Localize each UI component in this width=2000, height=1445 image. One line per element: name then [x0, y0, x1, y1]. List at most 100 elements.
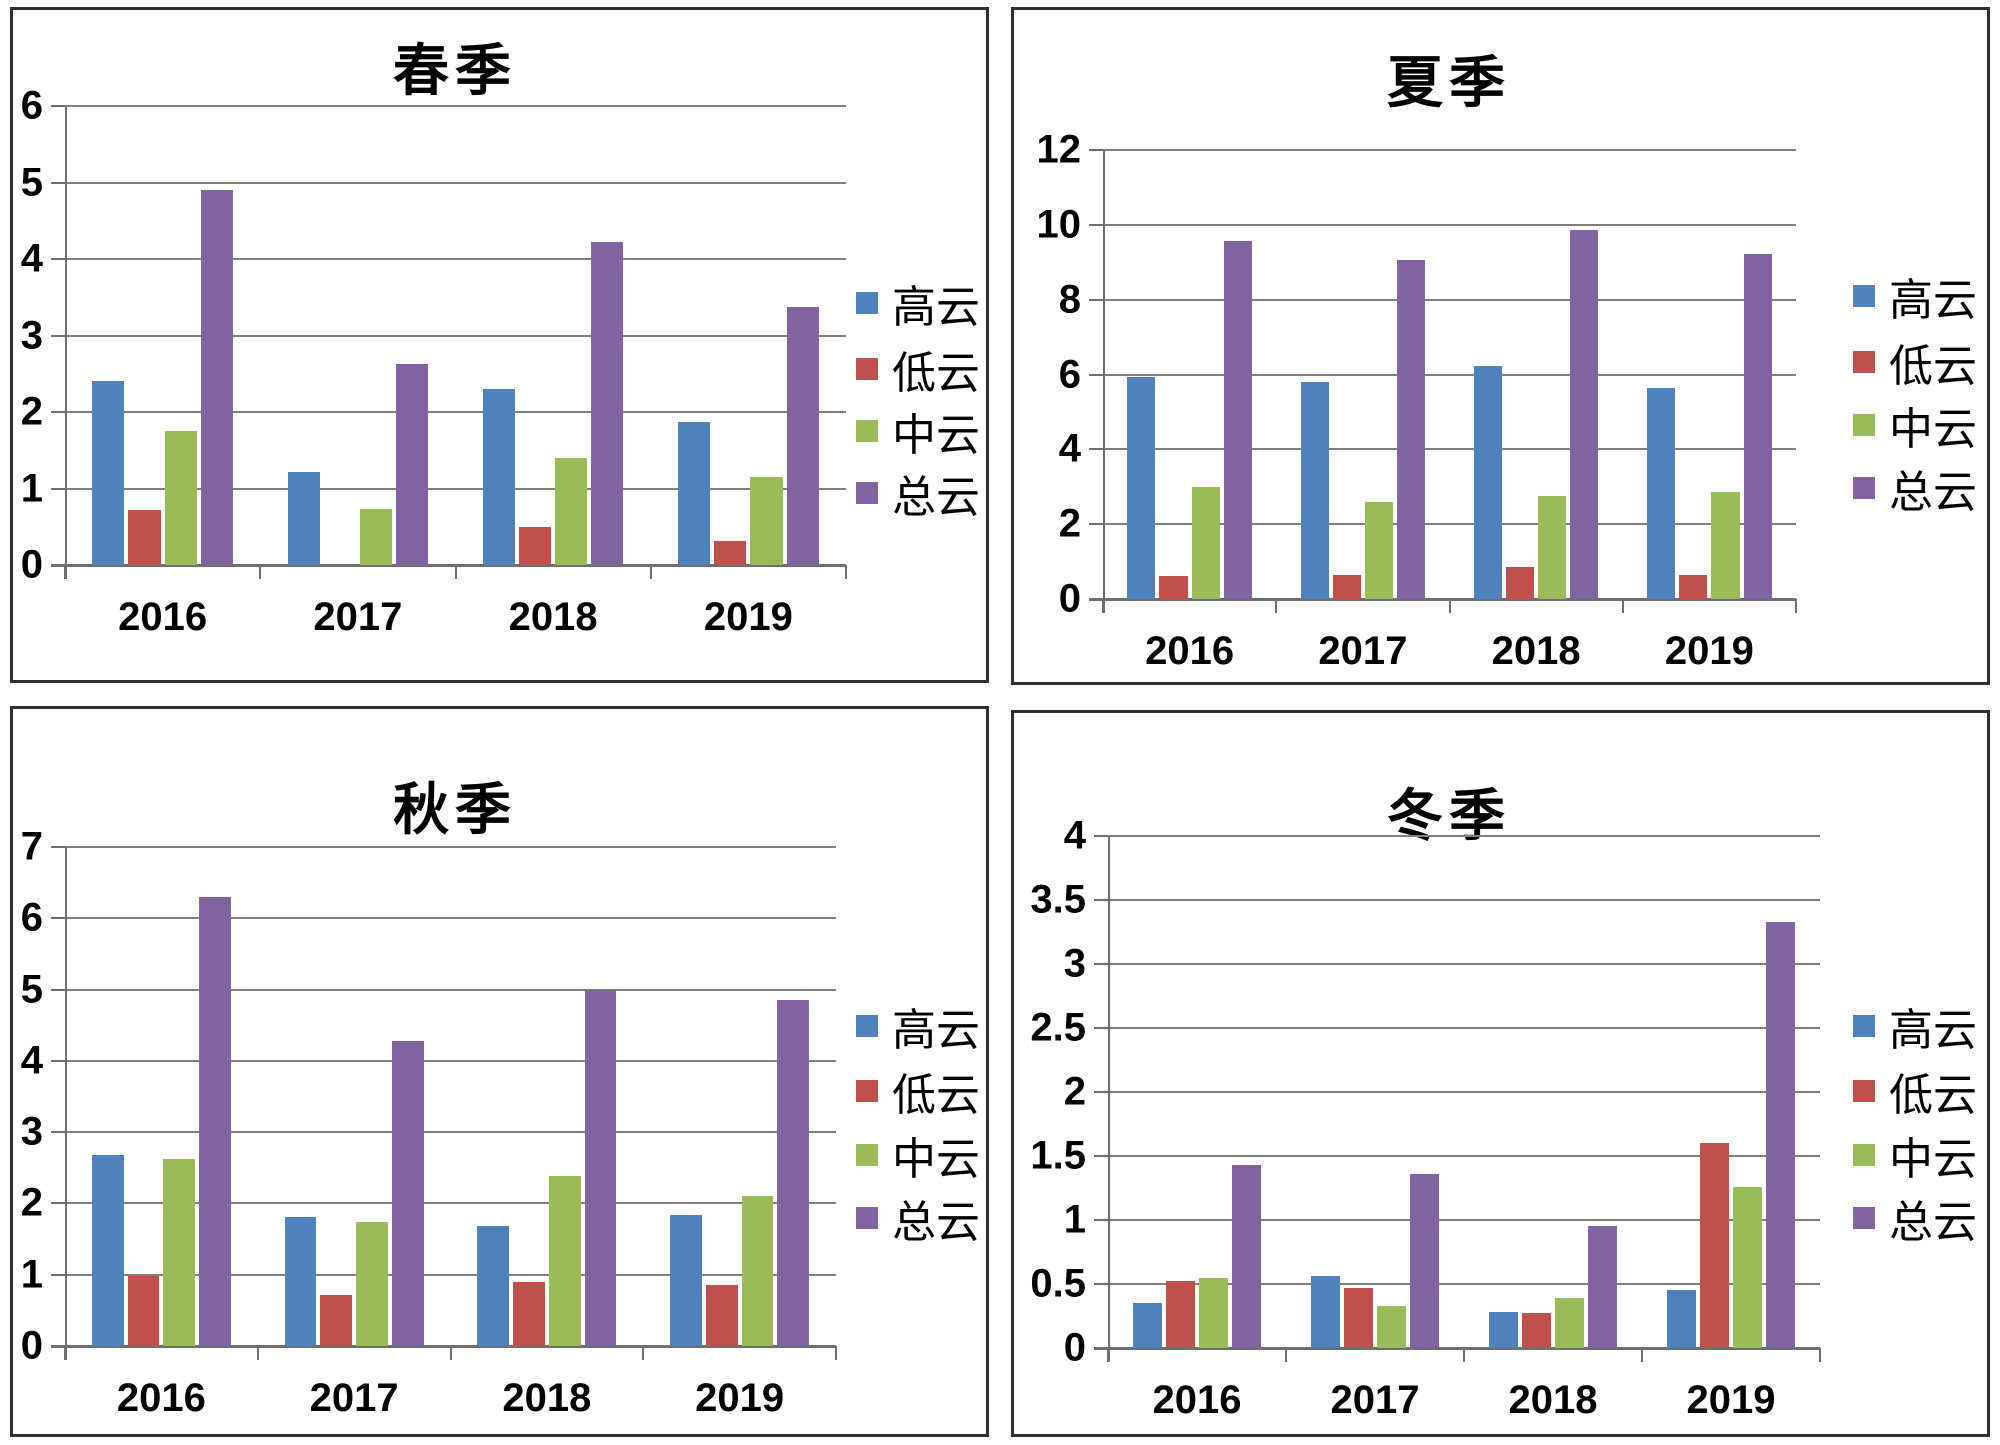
bar-中云-2016: [1199, 1277, 1229, 1348]
y-axis-tick: [51, 917, 65, 920]
y-axis-tick: [1089, 298, 1103, 301]
gridline: [65, 917, 836, 920]
y-axis-line: [1103, 150, 1105, 613]
legend-swatch-高云: [856, 1015, 878, 1037]
y-axis-tick: [51, 487, 65, 490]
gridline: [65, 846, 836, 848]
x-axis-line: [1089, 598, 1796, 601]
x-axis-tick: [649, 565, 652, 579]
gridline: [1103, 298, 1796, 301]
y-axis-tick: [1089, 523, 1103, 526]
bar-高云-2017: [1300, 381, 1329, 599]
gridline: [65, 334, 846, 337]
gridline: [1103, 149, 1796, 151]
y-axis-line: [65, 847, 67, 1360]
y-axis-tick: [51, 846, 65, 848]
bar-低云-2018: [1505, 567, 1535, 599]
legend-label-总云: 总云: [1889, 467, 1977, 518]
y-axis-tick: [51, 258, 65, 260]
y-axis-line: [1108, 836, 1110, 1362]
bar-总云-2017: [1397, 260, 1426, 599]
legend-label-总云: 总云: [1889, 1197, 1977, 1248]
x-axis-tick: [1107, 1348, 1109, 1362]
bar-高云-2018: [477, 1225, 510, 1346]
legend-swatch-总云: [856, 1207, 878, 1229]
bar-高云-2016: [92, 381, 125, 565]
y-tick-label: 2: [20, 389, 43, 434]
y-axis-tick: [1094, 1091, 1108, 1093]
x-tick-label: 2016: [1145, 629, 1235, 673]
bar-高云-2019: [1647, 387, 1676, 599]
y-axis-tick: [51, 334, 65, 337]
x-axis-tick: [845, 565, 847, 579]
y-axis-tick: [1094, 899, 1108, 901]
bar-低云-2016: [1165, 1281, 1195, 1348]
x-axis-tick: [1641, 1348, 1643, 1362]
bar-高云-2019: [678, 421, 711, 565]
y-tick-label: 6: [20, 83, 43, 128]
bar-总云-2016: [1223, 240, 1252, 599]
bar-总云-2016: [1232, 1164, 1262, 1348]
x-tick-label: 2018: [1491, 629, 1581, 673]
bar-低云-2016: [1159, 575, 1188, 599]
x-tick-label: 2017: [309, 1376, 399, 1420]
bar-中云-2018: [1555, 1298, 1585, 1348]
gridline: [1108, 1219, 1820, 1221]
x-axis-tick: [449, 1346, 452, 1360]
gridline: [1108, 963, 1820, 965]
bar-低云-2019: [1699, 1143, 1729, 1348]
bar-低云-2018: [518, 526, 552, 565]
x-axis-line: [51, 1345, 836, 1348]
x-tick-label: 2018: [502, 1376, 592, 1420]
gridline: [65, 487, 846, 490]
y-tick-label: 4: [20, 1038, 43, 1083]
y-axis-tick: [1094, 963, 1108, 965]
bar-总云-2019: [786, 307, 819, 565]
gridline: [1103, 373, 1796, 376]
x-axis-tick: [1819, 1348, 1821, 1362]
gridline: [65, 1131, 836, 1134]
legend-label-低云: 低云: [1889, 1070, 1977, 1121]
chart-title-autumn: 秋季: [393, 777, 517, 843]
legend-label-低云: 低云: [892, 1070, 980, 1121]
bar-中云-2019: [750, 477, 783, 565]
chart-panel-winter: 冬季 0 0.5 1 1.5 2 2.5 3 3.5 4 2016 2017 2018 2019 高云 低云…: [1011, 710, 1990, 1437]
gridline: [65, 181, 846, 184]
gridline: [65, 1273, 836, 1276]
bar-高云-2016: [1127, 377, 1156, 599]
y-axis-tick: [1094, 835, 1108, 837]
bar-总云-2018: [1588, 1226, 1618, 1348]
y-tick-label: 1: [20, 1252, 43, 1297]
y-axis-tick: [51, 181, 65, 184]
bar-高云-2016: [91, 1154, 124, 1346]
y-axis-tick: [51, 105, 65, 107]
y-tick-label: 0: [1063, 1325, 1086, 1370]
legend-swatch-中云: [1853, 414, 1875, 436]
legend-label-中云: 中云: [1889, 1134, 1977, 1185]
y-tick-label: 6: [20, 895, 43, 940]
gridline: [1108, 1027, 1820, 1029]
legend-label-高云: 高云: [892, 1005, 980, 1056]
gridline: [1103, 448, 1796, 451]
bar-高云-2017: [284, 1216, 317, 1346]
y-tick-label: 0: [20, 542, 43, 587]
bar-高云-2019: [670, 1214, 702, 1346]
bar-中云-2019: [1711, 491, 1740, 599]
bar-低云-2017: [320, 1295, 353, 1346]
y-tick-label: 5: [20, 967, 43, 1012]
bar-低云-2019: [714, 541, 747, 565]
y-tick-label: 0: [1058, 576, 1081, 621]
bar-中云-2016: [1191, 486, 1220, 599]
bar-总云-2018: [1570, 230, 1599, 599]
legend-swatch-高云: [1853, 285, 1875, 307]
x-tick-label: 2016: [118, 595, 208, 639]
x-tick-label: 2018: [508, 595, 598, 639]
bar-总云-2016: [199, 896, 231, 1346]
gridline: [1108, 1283, 1820, 1285]
x-tick-label: 2018: [1508, 1378, 1598, 1422]
y-tick-label: 0.5: [1030, 1261, 1086, 1306]
legend-swatch-高云: [1853, 1015, 1875, 1037]
bar-高云-2017: [1310, 1276, 1340, 1348]
x-tick-label: 2017: [313, 595, 403, 639]
